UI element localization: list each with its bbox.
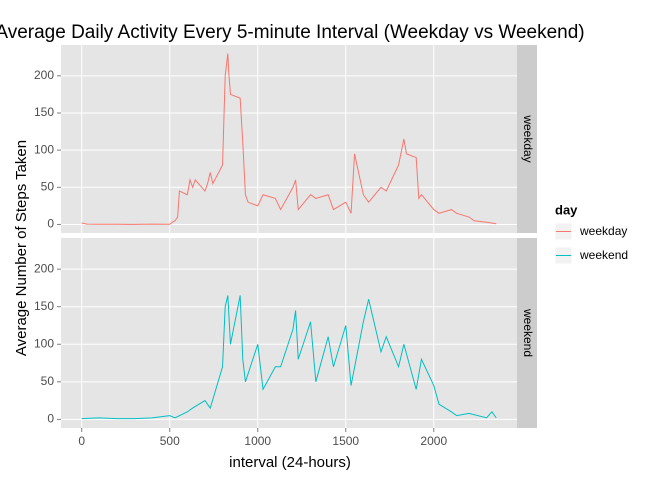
facet-label: weekend xyxy=(521,308,535,357)
x-tick-label: 1000 xyxy=(244,434,271,448)
x-tick-label: 500 xyxy=(160,434,180,448)
y-tick-label: 50 xyxy=(41,179,55,193)
panel-background xyxy=(61,45,517,233)
y-tick-label: 50 xyxy=(41,374,55,388)
data-line xyxy=(81,295,497,420)
y-tick-label: 100 xyxy=(34,336,54,350)
x-tick-label: 1500 xyxy=(332,434,359,448)
x-tick-label: 2000 xyxy=(420,434,447,448)
y-axis-label: Average Number of Steps Taken xyxy=(13,140,30,356)
legend-title: day xyxy=(555,202,578,217)
y-tick-label: 200 xyxy=(34,261,54,275)
y-tick-label: 200 xyxy=(34,68,54,82)
legend-label: weekend xyxy=(579,248,628,262)
facet-strip xyxy=(517,238,537,428)
panel-background xyxy=(61,238,517,428)
x-tick-label: 0 xyxy=(78,434,85,448)
y-tick-label: 100 xyxy=(34,142,54,156)
data-line xyxy=(81,53,497,225)
y-tick-label: 0 xyxy=(47,217,54,231)
y-tick-label: 150 xyxy=(34,299,54,313)
chart-title: Average Daily Activity Every 5-minute In… xyxy=(0,22,585,43)
facet-label: weekday xyxy=(521,114,535,162)
facet-strip xyxy=(517,45,537,233)
legend-label: weekday xyxy=(579,224,627,238)
x-axis-label: interval (24-hours) xyxy=(229,454,351,471)
y-tick-label: 0 xyxy=(47,412,54,426)
y-tick-label: 150 xyxy=(34,105,54,119)
